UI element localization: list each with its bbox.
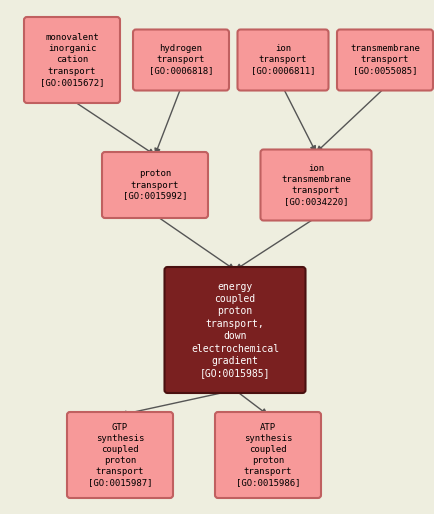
Text: transmembrane
transport
[GO:0055085]: transmembrane transport [GO:0055085] bbox=[350, 44, 420, 76]
Text: proton
transport
[GO:0015992]: proton transport [GO:0015992] bbox=[123, 170, 187, 200]
FancyBboxPatch shape bbox=[237, 29, 329, 90]
FancyBboxPatch shape bbox=[337, 29, 433, 90]
Text: monovalent
inorganic
cation
transport
[GO:0015672]: monovalent inorganic cation transport [G… bbox=[40, 33, 104, 87]
FancyBboxPatch shape bbox=[215, 412, 321, 498]
Text: hydrogen
transport
[GO:0006818]: hydrogen transport [GO:0006818] bbox=[149, 44, 213, 76]
FancyBboxPatch shape bbox=[67, 412, 173, 498]
FancyBboxPatch shape bbox=[102, 152, 208, 218]
Text: energy
coupled
proton
transport,
down
electrochemical
gradient
[GO:0015985]: energy coupled proton transport, down el… bbox=[191, 282, 279, 378]
FancyBboxPatch shape bbox=[24, 17, 120, 103]
Text: ion
transmembrane
transport
[GO:0034220]: ion transmembrane transport [GO:0034220] bbox=[281, 164, 351, 206]
FancyBboxPatch shape bbox=[164, 267, 306, 393]
Text: ATP
synthesis
coupled
proton
transport
[GO:0015986]: ATP synthesis coupled proton transport [… bbox=[236, 423, 300, 487]
Text: GTP
synthesis
coupled
proton
transport
[GO:0015987]: GTP synthesis coupled proton transport [… bbox=[88, 423, 152, 487]
FancyBboxPatch shape bbox=[260, 150, 372, 221]
FancyBboxPatch shape bbox=[133, 29, 229, 90]
Text: ion
transport
[GO:0006811]: ion transport [GO:0006811] bbox=[251, 44, 315, 76]
